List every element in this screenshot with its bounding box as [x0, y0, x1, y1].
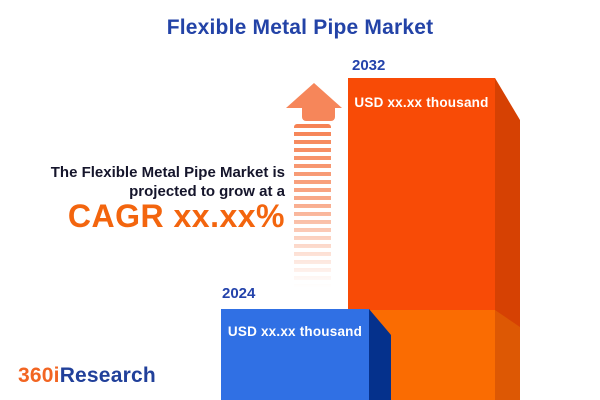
bar-2032-base-segment-side-face	[495, 310, 520, 400]
arrow-head-icon	[286, 83, 342, 108]
intro-text: The Flexible Metal Pipe Market is projec…	[50, 163, 285, 234]
page-title: Flexible Metal Pipe Market	[166, 16, 434, 39]
bar-2024-year-label: 2024	[222, 285, 256, 302]
brand-logo-research: Research	[59, 364, 156, 387]
bar-2024: USD xx.xx thousand	[221, 309, 369, 400]
cagr-value: CAGR xx.xx%	[67, 198, 285, 234]
arrow-stripes	[294, 124, 331, 292]
bar-2024-value-label: USD xx.xx thousand	[227, 324, 363, 339]
growth-arrow-icon	[286, 83, 342, 293]
intro-line-1: The Flexible Metal Pipe Market is	[50, 164, 285, 181]
bar-2024-side-face	[369, 309, 391, 400]
bar-2032-value-label: USD xx.xx thousand	[354, 95, 489, 110]
brand-logo-360i: 360i	[18, 364, 60, 387]
brand-logo: 360iResearch	[18, 364, 156, 388]
arrow-neck	[302, 104, 335, 121]
intro-line-2: projected to grow at a	[129, 183, 285, 200]
bar-2032-year-label: 2032	[352, 57, 386, 74]
